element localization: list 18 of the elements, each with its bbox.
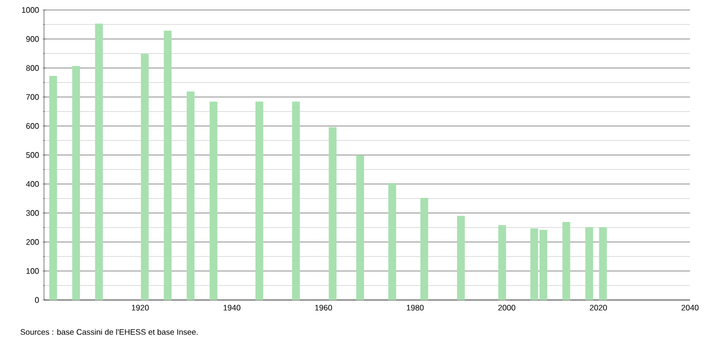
bar bbox=[140, 54, 149, 300]
bar bbox=[95, 24, 103, 300]
bar bbox=[356, 155, 364, 300]
bar bbox=[328, 127, 337, 300]
bar bbox=[585, 227, 594, 300]
bar bbox=[292, 102, 300, 300]
bar bbox=[255, 102, 264, 300]
bar bbox=[186, 91, 195, 300]
bar bbox=[498, 225, 506, 300]
bar bbox=[420, 198, 428, 300]
bar bbox=[72, 66, 80, 300]
bar bbox=[210, 102, 218, 300]
bar bbox=[562, 222, 570, 300]
bar bbox=[388, 183, 396, 300]
bar bbox=[164, 30, 172, 300]
bar bbox=[599, 227, 607, 300]
bar bbox=[49, 76, 58, 300]
bar bbox=[457, 216, 465, 300]
